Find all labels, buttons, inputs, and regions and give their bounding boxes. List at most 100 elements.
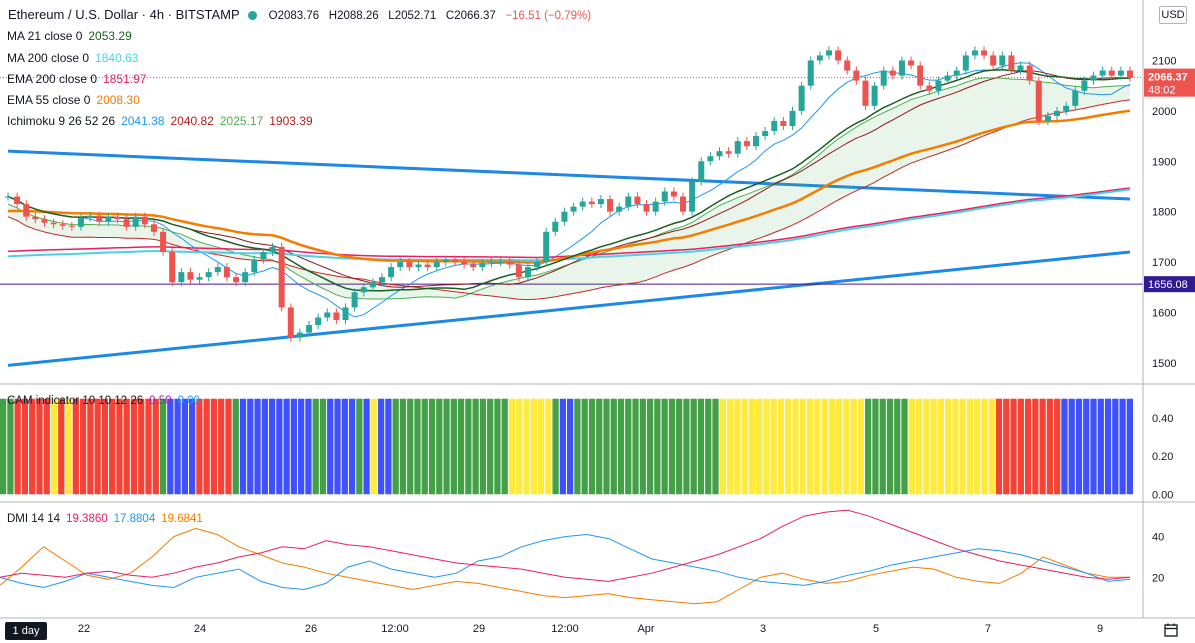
- ma200-line: [7, 188, 1131, 262]
- cam-bar: [814, 398, 821, 495]
- cam-bar: [995, 398, 1003, 495]
- candle-body: [68, 225, 75, 227]
- cam-bar: [1046, 398, 1054, 495]
- cam-bar: [625, 398, 632, 495]
- candle-body: [789, 110, 796, 126]
- cam-bar: [799, 398, 806, 495]
- time-tick-label: 7: [985, 623, 991, 635]
- cam-bar: [196, 398, 203, 495]
- legend-ichimoku[interactable]: Ichimoku 9 26 52 26 2041.38 2040.82 2025.17…: [7, 114, 319, 128]
- candle-body: [570, 206, 577, 212]
- candle-body: [652, 201, 659, 212]
- candle-body: [981, 50, 988, 56]
- cam-bar: [159, 398, 167, 495]
- legend-value: 2025.17: [219, 114, 264, 128]
- time-tick-label: 26: [305, 623, 317, 635]
- cam-bar: [792, 398, 799, 495]
- candle-body: [379, 277, 385, 283]
- cam-bar: [530, 398, 537, 495]
- cam-bar: [123, 398, 130, 495]
- candle-body: [534, 262, 541, 268]
- cam-bar: [821, 398, 828, 495]
- candle-body: [588, 201, 595, 205]
- candle-body: [87, 215, 94, 218]
- candle-body: [725, 151, 732, 154]
- cam-bar: [167, 398, 174, 495]
- legend-dmi[interactable]: DMI 14 14 19.3860 17.8804 19.6841: [7, 512, 209, 526]
- candle-body: [451, 259, 458, 263]
- candle-body: [461, 262, 468, 265]
- cam-bar: [588, 398, 596, 495]
- cam-bar: [210, 398, 218, 495]
- cam-bar: [610, 398, 617, 495]
- cam-bar: [479, 398, 487, 495]
- eye-icon[interactable]: [247, 11, 257, 21]
- legend-ema55[interactable]: EMA 55 close 0 2008.30: [7, 93, 146, 107]
- calendar-icon[interactable]: [1163, 622, 1179, 638]
- cam-bar: [712, 398, 719, 495]
- candle-body: [698, 161, 705, 182]
- ohlc-change: −16.51 (−0.79%): [505, 10, 592, 22]
- cam-bar: [1126, 398, 1133, 495]
- cam-bar: [734, 398, 741, 495]
- dmi-minus-line: [0, 533, 1131, 591]
- candle-body: [579, 201, 586, 207]
- legend-cam[interactable]: CAM indicator 10 10 12 26 0.50 0.00: [7, 394, 206, 408]
- cam-bar: [785, 398, 792, 495]
- candle-body: [707, 156, 714, 162]
- candle-body: [634, 196, 641, 205]
- candle-body: [953, 70, 960, 76]
- cam-bar: [1112, 398, 1119, 495]
- cam-bar: [370, 398, 377, 495]
- candle-body: [260, 251, 267, 260]
- candle-body: [150, 224, 157, 232]
- candle-body: [169, 251, 176, 283]
- cam-bar: [915, 398, 923, 495]
- cam-bar: [523, 398, 530, 495]
- legend-ema200[interactable]: EMA 200 close 0 1851.97: [7, 72, 152, 86]
- ohlc-high: H2088.26: [328, 10, 379, 22]
- cam-bar: [348, 398, 356, 495]
- ohlc-close: C2066.37: [445, 10, 496, 22]
- cam-bar: [1017, 398, 1024, 495]
- candle-body: [862, 80, 869, 106]
- price-tick-label: 1800: [1152, 207, 1176, 219]
- cam-bar: [189, 398, 196, 495]
- cam-bar: [676, 398, 683, 495]
- price-label: 2066.37: [1148, 72, 1188, 84]
- legend-label: CAM indicator 10 10 12 26: [7, 395, 144, 407]
- legend-ma21[interactable]: MA 21 close 0 2053.29: [7, 29, 138, 43]
- cam-bar: [748, 398, 755, 495]
- candle-body: [1127, 70, 1133, 78]
- currency-button[interactable]: USD: [1159, 6, 1187, 24]
- cam-bar: [29, 398, 36, 495]
- legend-ma200[interactable]: MA 200 close 0 1840.63: [7, 51, 144, 65]
- cam-indicator-pane[interactable]: [0, 398, 1133, 495]
- candle-body: [178, 272, 185, 283]
- price-pane[interactable]: [0, 46, 1143, 367]
- cam-bar: [1010, 398, 1017, 495]
- time-tick-label: 24: [194, 623, 206, 635]
- dmi-tick-label: 20: [1152, 572, 1164, 584]
- candle-body: [625, 196, 632, 207]
- ohlc-low: L2052.71: [388, 10, 437, 22]
- dmi-tick-label: 40: [1152, 532, 1164, 544]
- symbol-header: Ethereum / U.S. Dollar · 4h · BITSTAMP O2…: [8, 7, 591, 22]
- cam-bar: [1061, 398, 1068, 495]
- cam-bar: [14, 398, 21, 495]
- dmi-pane[interactable]: [0, 509, 1131, 605]
- cam-bar: [1032, 398, 1039, 495]
- candle-body: [1054, 110, 1061, 116]
- legend-value: 1840.63: [95, 51, 139, 65]
- candle-body: [424, 264, 431, 268]
- legend-label: Ichimoku 9 26 52 26: [7, 114, 116, 128]
- ichimoku-cloud: [8, 77, 1130, 300]
- timeframe-button[interactable]: 1 day: [5, 622, 47, 640]
- candle-body: [561, 211, 568, 222]
- cam-bar: [268, 398, 276, 495]
- cam-tick-label: 0.40: [1152, 413, 1173, 425]
- candle-body: [971, 50, 978, 56]
- candle-body: [853, 70, 860, 81]
- legend-value: 2053.29: [88, 29, 132, 43]
